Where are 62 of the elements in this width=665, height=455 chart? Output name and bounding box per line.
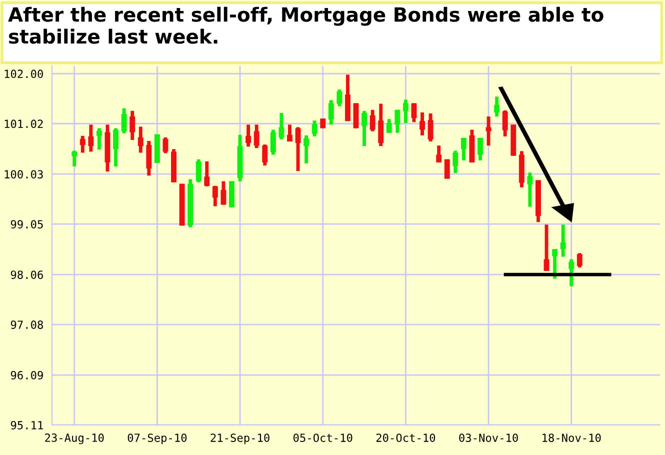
candlestick xyxy=(378,104,384,146)
candlestick xyxy=(220,181,226,205)
candlestick xyxy=(146,140,152,176)
candlestick xyxy=(204,161,210,186)
candlestick xyxy=(278,112,284,140)
candlestick xyxy=(336,89,342,106)
candlestick xyxy=(394,110,400,133)
candlestick xyxy=(460,138,466,160)
x-tick-label: 03-Nov-10 xyxy=(459,434,518,442)
chart-title: After the recent sell-off, Mortgage Bonds were able to stabilize last week. xyxy=(8,6,604,44)
candlestick xyxy=(478,138,483,160)
candlestick xyxy=(560,224,566,257)
y-tick-label: 97.08 xyxy=(10,320,43,329)
candlestick xyxy=(295,127,301,172)
candlestick xyxy=(113,128,119,166)
candlestick xyxy=(80,136,86,153)
candlestick xyxy=(88,124,94,152)
x-tick-label: 21-Sep-10 xyxy=(210,434,270,444)
candlestick xyxy=(254,124,260,148)
candlestick xyxy=(362,110,368,146)
candlestick xyxy=(196,159,202,182)
candlestick xyxy=(486,116,492,146)
candlestick xyxy=(370,110,376,132)
y-tick-label: 98.06 xyxy=(10,270,43,279)
candlestick xyxy=(527,172,533,207)
candlestick xyxy=(96,128,102,150)
x-tick-label: 07-Sep-10 xyxy=(128,434,187,444)
candlestick xyxy=(552,249,558,279)
candlestick xyxy=(72,150,78,166)
candlestick xyxy=(494,96,500,116)
candlestick xyxy=(121,108,127,134)
candlestick xyxy=(287,124,292,142)
candlestick xyxy=(402,100,408,124)
candlestick xyxy=(386,119,392,133)
y-tick-label: 99.05 xyxy=(10,220,43,228)
candlestick xyxy=(544,224,550,271)
candlestick xyxy=(452,150,458,174)
candlestick xyxy=(246,124,252,147)
candlestick xyxy=(411,103,417,122)
candlestick xyxy=(436,146,442,162)
x-tick-label: 18-Nov-10 xyxy=(542,434,601,442)
y-tick-label: 101.02 xyxy=(4,120,43,128)
candlestick xyxy=(130,110,136,140)
candlestick xyxy=(502,110,508,136)
candlestick xyxy=(162,137,168,154)
y-tick-label: 96.09 xyxy=(10,371,43,380)
x-tick-label: 20-Oct-10 xyxy=(376,434,436,442)
candlestick xyxy=(212,186,218,206)
candlestick xyxy=(304,135,310,164)
x-tick-label: 05-Oct-10 xyxy=(293,434,352,442)
y-tick-label: 95.11 xyxy=(10,421,43,430)
candlestick xyxy=(420,112,425,136)
y-tick-label: 100.03 xyxy=(4,170,43,179)
candlestick xyxy=(312,120,318,136)
y-tick-label: 102.00 xyxy=(4,70,43,78)
candlestick xyxy=(262,144,268,166)
candlestick xyxy=(428,113,434,142)
candlestick xyxy=(138,126,144,153)
candlestick xyxy=(270,130,276,155)
candlestick xyxy=(328,100,334,125)
candlestick xyxy=(576,253,582,268)
x-tick-label: 23-Aug-10 xyxy=(45,434,104,444)
